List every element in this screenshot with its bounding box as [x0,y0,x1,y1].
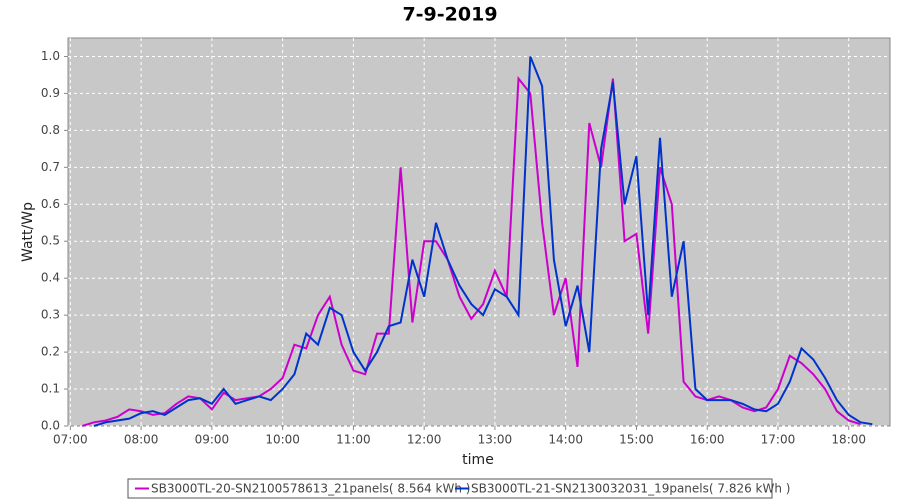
x-tick-label: 08:00 [124,433,159,447]
x-axis-label: time [462,452,494,468]
y-tick-label: 0.9 [41,86,60,100]
x-tick-label: 14:00 [548,433,583,447]
legend-label: SB3000TL-21-SN2130032031_19panels( 7.826… [471,482,790,496]
y-tick-label: 0.4 [41,271,60,285]
y-tick-label: 0.8 [41,123,60,137]
x-tick-label: 11:00 [336,433,371,447]
legend-label: SB3000TL-20-SN2100578613_21panels( 8.564… [151,482,470,496]
plot-area [67,37,891,427]
y-tick-label: 0.7 [41,160,60,174]
y-tick-label: 0.6 [41,197,60,211]
y-tick-label: 0.3 [41,308,60,322]
y-tick-label: 0.1 [41,382,60,396]
y-tick-label: 0.2 [41,345,60,359]
chart-title: 7-9-2019 [402,4,497,26]
x-tick-label: 12:00 [407,433,442,447]
x-tick-label: 07:00 [53,433,88,447]
x-tick-label: 16:00 [690,433,725,447]
y-tick-label: 1.0 [41,49,60,63]
legend-box [127,478,773,499]
y-tick-label: 0.5 [41,234,60,248]
x-tick-label: 13:00 [478,433,513,447]
x-tick-label: 17:00 [761,433,796,447]
x-tick-label: 18:00 [831,433,866,447]
series-line [93,56,873,427]
x-tick-label: 09:00 [195,433,230,447]
y-tick-label: 0.0 [41,419,60,433]
y-axis-label: Watt/Wp [20,202,36,262]
x-tick-label: 10:00 [265,433,300,447]
x-tick-label: 15:00 [619,433,654,447]
